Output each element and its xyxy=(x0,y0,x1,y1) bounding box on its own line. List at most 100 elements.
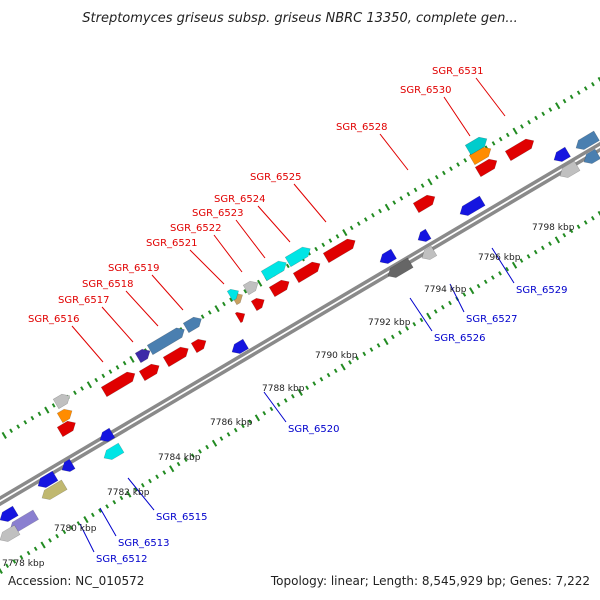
scale-dot xyxy=(9,428,13,434)
forward-gene-arrow[interactable] xyxy=(52,391,72,410)
gene-label-forward[interactable]: SGR_6528 xyxy=(336,122,388,133)
reverse-gene-arrow[interactable] xyxy=(0,524,21,545)
gene-label-forward[interactable]: SGR_6523 xyxy=(192,208,244,219)
forward-gene-arrow[interactable] xyxy=(182,314,204,334)
forward-gene-arrow[interactable] xyxy=(292,259,323,284)
scale-dot xyxy=(222,301,226,307)
scale-dot xyxy=(348,360,352,365)
forward-gene-arrow[interactable] xyxy=(464,134,490,156)
gene-label-forward[interactable]: SGR_6519 xyxy=(108,263,160,274)
reverse-gene-arrow[interactable] xyxy=(457,195,486,219)
reverse-gene-arrow[interactable] xyxy=(419,245,438,263)
reverse-gene-arrow[interactable] xyxy=(415,228,432,245)
scale-dot xyxy=(420,183,425,188)
reverse-gene-arrow[interactable] xyxy=(385,257,414,281)
gene-label-reverse[interactable]: SGR_6513 xyxy=(118,538,170,549)
scale-dot xyxy=(205,444,210,450)
reverse-gene-arrow[interactable] xyxy=(229,338,249,357)
gene-label-forward[interactable]: SGR_6524 xyxy=(214,194,266,205)
scale-dot xyxy=(76,521,81,526)
scale-dot xyxy=(569,94,574,100)
leader-line xyxy=(71,325,104,363)
reverse-gene-arrow[interactable] xyxy=(581,148,600,167)
gene-label-reverse[interactable]: SGR_6515 xyxy=(156,512,208,523)
forward-gene-arrow[interactable] xyxy=(134,346,153,364)
forward-gene-arrow[interactable] xyxy=(226,286,241,302)
gene-label-forward[interactable]: SGR_6516 xyxy=(28,314,80,325)
gene-label-forward[interactable]: SGR_6521 xyxy=(146,238,198,249)
gene-label-forward[interactable]: SGR_6522 xyxy=(170,223,222,234)
leader-line xyxy=(443,96,471,137)
forward-gene-arrow[interactable] xyxy=(322,236,358,264)
backbone-strand-lower xyxy=(0,147,600,507)
gene-label-reverse[interactable]: SGR_6526 xyxy=(434,333,486,344)
scale-dot xyxy=(355,355,360,361)
leader-line xyxy=(475,77,506,117)
forward-gene-arrow[interactable] xyxy=(260,258,289,282)
gene-label-forward[interactable]: SGR_6518 xyxy=(82,279,134,290)
gene-label-forward[interactable]: SGR_6517 xyxy=(58,295,110,306)
reverse-gene-arrow[interactable] xyxy=(557,160,581,181)
reverse-gene-arrow[interactable] xyxy=(97,427,116,445)
scale-dot xyxy=(349,225,354,231)
scale-dot xyxy=(98,508,102,513)
scale-dot xyxy=(23,420,28,425)
reverse-gene-arrow[interactable] xyxy=(377,248,397,267)
forward-gene-arrow[interactable] xyxy=(268,277,292,298)
leader-line xyxy=(293,183,327,223)
forward-gene-arrow[interactable] xyxy=(234,309,247,324)
gene-label-reverse[interactable]: SGR_6529 xyxy=(516,285,568,296)
scale-dot xyxy=(427,178,433,186)
reverse-gene-arrow[interactable] xyxy=(35,470,59,491)
reverse-gene-arrow[interactable] xyxy=(0,505,19,525)
reverse-gene-arrow[interactable] xyxy=(551,146,571,165)
scale-dot xyxy=(200,314,205,319)
scale-dot xyxy=(498,136,503,142)
scale-dot xyxy=(83,516,89,524)
reverse-gene-arrow[interactable] xyxy=(59,458,76,475)
scale-dot xyxy=(162,470,167,475)
gene-label-forward[interactable]: SGR_6525 xyxy=(250,172,302,183)
scale-dot xyxy=(548,107,553,112)
scale-dot xyxy=(30,415,35,421)
tick-label: 7794 kbp xyxy=(424,285,467,295)
forward-gene-arrow[interactable] xyxy=(146,325,187,356)
forward-gene-arrow[interactable] xyxy=(190,336,209,354)
scale-dot xyxy=(276,402,281,407)
gene-label-reverse[interactable]: SGR_6512 xyxy=(96,554,148,565)
gene-label-forward[interactable]: SGR_6530 xyxy=(400,85,452,96)
forward-gene-arrow[interactable] xyxy=(412,192,438,214)
forward-gene-arrow[interactable] xyxy=(56,418,78,438)
scale-dot xyxy=(398,330,402,335)
scale-dot xyxy=(169,465,175,473)
scale-dot xyxy=(233,427,238,433)
forward-gene-arrow[interactable] xyxy=(250,295,267,312)
forward-gene-arrow[interactable] xyxy=(242,278,261,296)
scale-dot xyxy=(243,289,248,294)
forward-gene-arrow[interactable] xyxy=(100,369,138,398)
forward-gene-arrow[interactable] xyxy=(162,344,191,368)
gene-label-reverse[interactable]: SGR_6527 xyxy=(466,314,518,325)
gene-label-forward[interactable]: SGR_6531 xyxy=(432,66,484,77)
forward-gene-arrow[interactable] xyxy=(474,156,500,178)
leader-line xyxy=(257,205,291,243)
scale-dot xyxy=(463,158,468,163)
scale-dot xyxy=(362,351,367,357)
tick-label: 7788 kbp xyxy=(262,384,305,394)
scale-dot xyxy=(105,504,110,509)
forward-gene-arrow[interactable] xyxy=(56,406,75,424)
reverse-gene-arrow[interactable] xyxy=(39,479,68,503)
forward-gene-arrow[interactable] xyxy=(284,244,313,268)
reverse-gene-arrow[interactable] xyxy=(573,130,600,153)
gene-label-reverse[interactable]: SGR_6520 xyxy=(288,424,340,435)
forward-gene-arrow[interactable] xyxy=(504,136,536,162)
scale-dot xyxy=(399,196,404,201)
leader-line xyxy=(125,290,159,327)
scale-dot xyxy=(369,347,374,352)
forward-gene-arrow[interactable] xyxy=(138,361,162,382)
scale-dot xyxy=(133,487,138,492)
scale-dot xyxy=(190,453,195,458)
reverse-gene-arrow[interactable] xyxy=(101,442,125,463)
scale-dot xyxy=(254,414,261,422)
